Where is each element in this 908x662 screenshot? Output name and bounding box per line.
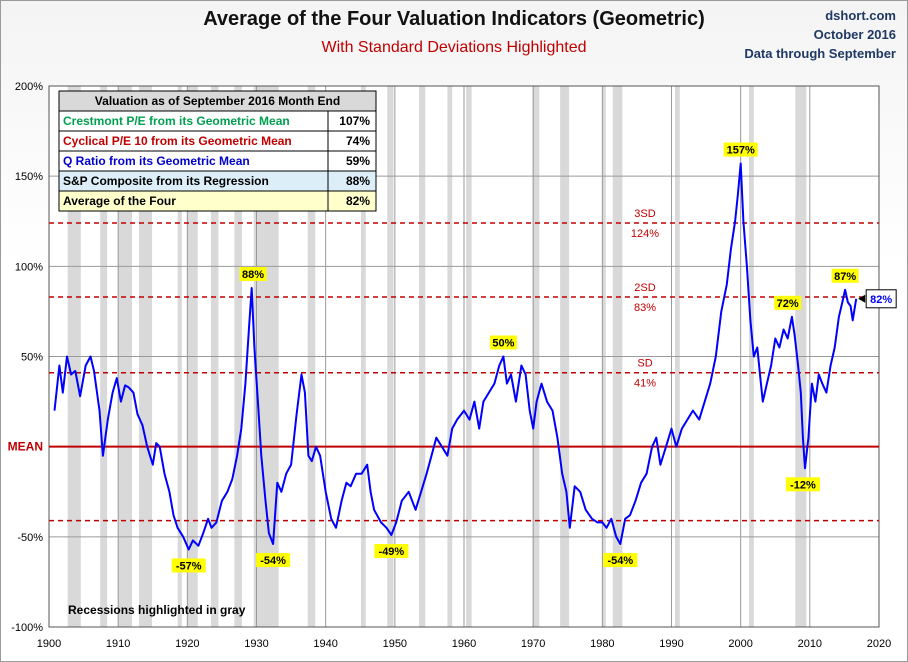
annotation-label: 50% <box>489 335 517 350</box>
y-tick-label: -100% <box>11 622 43 634</box>
table-row-value: 82% <box>346 194 370 208</box>
x-tick-label: 2000 <box>728 638 752 650</box>
annotation-text: -57% <box>176 560 202 572</box>
table-row-value: 88% <box>346 174 370 188</box>
annotation-text: 157% <box>727 145 755 157</box>
chart-title: Average of the Four Valuation Indicators… <box>203 8 705 30</box>
plot-border <box>48 85 880 628</box>
valuation-table: Valuation as of September 2016 Month End… <box>58 90 377 212</box>
x-tick-label: 1930 <box>244 638 268 650</box>
x-tick-label: 1940 <box>313 638 337 650</box>
sd-value-label: 41% <box>634 378 656 390</box>
x-tick-label: 1990 <box>659 638 683 650</box>
table-row-label: Q Ratio from its Geometric Mean <box>63 154 250 168</box>
source-site: dshort.com <box>825 8 896 23</box>
x-tick-label: 1910 <box>106 638 130 650</box>
annotation-background <box>489 335 517 350</box>
annotation-text: 88% <box>242 269 264 281</box>
table-row-value: 107% <box>339 114 370 128</box>
y-tick-label: 200% <box>15 81 43 93</box>
current-value-arrow <box>858 294 866 303</box>
annotation-background <box>171 558 206 573</box>
annotation-label: 88% <box>239 266 267 281</box>
annotation-text: -49% <box>379 546 405 558</box>
source-date: October 2016 <box>813 27 896 42</box>
y-tick-label: 150% <box>15 171 43 183</box>
x-tick-label: 1920 <box>175 638 199 650</box>
annotation-background <box>374 544 409 559</box>
annotation-text: -54% <box>260 555 286 567</box>
annotation-label: -54% <box>256 553 291 568</box>
sd-label: 2SD <box>634 282 655 294</box>
y-tick-label: -50% <box>17 532 43 544</box>
y-tick-label: 100% <box>15 261 43 273</box>
annotation-background <box>785 477 820 492</box>
annotation-text: -12% <box>790 479 816 491</box>
y-tick-label: 50% <box>21 352 43 364</box>
annotation-background <box>603 553 638 568</box>
chart-subtitle: With Standard Deviations Highlighted <box>321 39 587 56</box>
sd-value-label: 124% <box>631 228 659 240</box>
x-tick-label: 1960 <box>452 638 476 650</box>
table-header: Valuation as of September 2016 Month End <box>95 94 340 108</box>
annotation-label: -57% <box>171 558 206 573</box>
sd-value-label: 83% <box>634 302 656 314</box>
table-row-label: Average of the Four <box>63 194 176 208</box>
annotation-text: -54% <box>607 555 633 567</box>
annotation-background <box>239 266 267 281</box>
table-row-label: S&P Composite from its Regression <box>63 174 269 188</box>
table-row-label: Cyclical P/E 10 from its Geometric Mean <box>63 134 292 148</box>
sd-label: SD <box>637 358 652 370</box>
source-note: Data through September <box>744 46 896 61</box>
x-tick-label: 1980 <box>590 638 614 650</box>
series-line <box>53 162 858 551</box>
annotation-label: 157% <box>723 142 758 157</box>
annotation-label: -49% <box>374 544 409 559</box>
x-tick-label: 1950 <box>383 638 407 650</box>
table-value-cell <box>327 190 377 212</box>
recession-note: Recessions highlighted in gray <box>68 603 246 617</box>
x-tick-label: 2020 <box>867 638 891 650</box>
annotation-text: 50% <box>492 338 514 350</box>
annotation-label: -54% <box>603 553 638 568</box>
sd-label: 3SD <box>634 208 655 220</box>
current-value-text: 82% <box>870 294 892 306</box>
annotation-text: 72% <box>777 298 799 310</box>
annotation-background <box>723 142 758 157</box>
current-value-box <box>865 289 897 309</box>
table-row-value: 59% <box>346 154 370 168</box>
x-tick-label: 1970 <box>521 638 545 650</box>
annotation-text: 87% <box>834 271 856 283</box>
table-row-value: 74% <box>346 134 370 148</box>
x-tick-label: 2010 <box>798 638 822 650</box>
annotation-background <box>256 553 291 568</box>
annotation-label: -12% <box>785 477 820 492</box>
annotation-background <box>774 295 802 310</box>
annotation-label: 87% <box>831 268 859 283</box>
annotation-label: 72% <box>774 295 802 310</box>
x-tick-label: 1900 <box>37 638 61 650</box>
table-row-label: Crestmont P/E from its Geometric Mean <box>63 114 290 128</box>
annotation-background <box>831 268 859 283</box>
mean-label: MEAN <box>8 440 43 454</box>
